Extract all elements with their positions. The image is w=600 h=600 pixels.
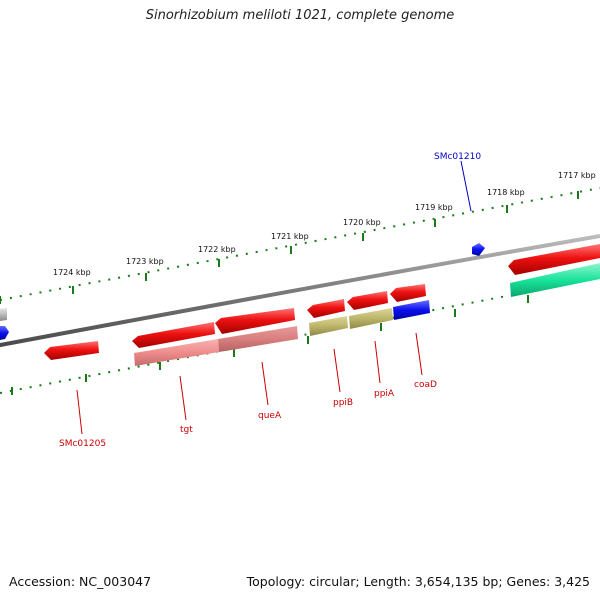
ruler-label-1719: 1719 kbp	[415, 203, 453, 212]
label-leader-smc01210	[460, 160, 472, 212]
genome-backbone	[0, 234, 600, 348]
gene-label-ppiA[interactable]: ppiA	[374, 389, 395, 399]
gene-label-ppiB[interactable]: ppiB	[333, 398, 353, 408]
gene-ppiA[interactable]	[347, 291, 388, 310]
gene-right-red[interactable]	[508, 244, 600, 275]
gene-smc01205[interactable]	[44, 341, 99, 360]
label-leader-ppiB	[333, 348, 341, 393]
ruler-label-1718: 1718 kbp	[487, 188, 525, 197]
map-title: Sinorhizobium meliloti 1021, complete ge…	[145, 8, 455, 23]
gene-ppiB[interactable]	[307, 299, 345, 318]
ruler-label-1717: 1717 kbp	[558, 171, 596, 180]
label-leader-coaD	[415, 332, 423, 376]
label-leader-ppiA	[374, 340, 381, 384]
feature-right-teal[interactable]	[510, 263, 600, 297]
feature-ppiA-olive[interactable]	[349, 308, 393, 329]
feature-smc01210-arrow[interactable]	[472, 243, 485, 256]
ruler-label-1724: 1724 kbp	[53, 268, 91, 277]
ruler-label-1720: 1720 kbp	[343, 218, 381, 227]
label-leader-queA	[261, 361, 269, 406]
accession-text: Accession: NC_003047	[9, 574, 152, 589]
label-leader-smc01205	[76, 389, 83, 435]
feature-blue-arrow-left[interactable]	[0, 326, 9, 340]
gene-label-smc01210[interactable]: SMc01210	[434, 152, 481, 162]
ruler-label-1721: 1721 kbp	[271, 232, 309, 241]
feature-queA-pink[interactable]	[218, 326, 298, 352]
label-leader-tgt	[179, 375, 187, 421]
gene-label-smc01205[interactable]: SMc01205	[59, 439, 106, 449]
upper-ruler-track	[0, 187, 600, 301]
gene-label-coaD[interactable]: coaD	[414, 380, 437, 390]
gene-label-queA[interactable]: queA	[258, 411, 282, 421]
lower-ruler-track	[0, 277, 600, 394]
upper-ruler: 1724 kbp 1723 kbp 1722 kbp 1721 kbp 1720…	[0, 171, 600, 304]
ruler-label-1722: 1722 kbp	[198, 245, 236, 254]
ruler-label-1723: 1723 kbp	[126, 257, 164, 266]
feature-grey-left[interactable]	[0, 308, 7, 321]
feature-tgt-pink[interactable]	[134, 339, 219, 366]
feature-ppiB-olive[interactable]	[309, 316, 348, 336]
gene-tgt[interactable]	[132, 322, 215, 348]
gene-coaD[interactable]	[390, 284, 426, 302]
feature-coaD-blue[interactable]	[393, 300, 430, 320]
lower-ruler	[0, 277, 600, 395]
gene-label-tgt[interactable]: tgt	[180, 425, 193, 435]
gene-queA[interactable]	[215, 308, 295, 334]
genome-summary-text: Topology: circular; Length: 3,654,135 bp…	[246, 574, 590, 589]
